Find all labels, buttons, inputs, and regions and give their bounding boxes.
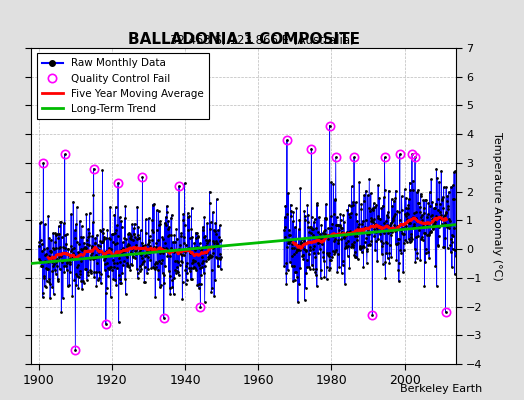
Y-axis label: Temperature Anomaly (°C): Temperature Anomaly (°C) [492, 132, 502, 280]
Title: BALLADONIA 1 COMPOSITE: BALLADONIA 1 COMPOSITE [128, 32, 359, 47]
Text: 32.453 S, 123.866 E (Australia): 32.453 S, 123.866 E (Australia) [170, 34, 354, 47]
Legend: Raw Monthly Data, Quality Control Fail, Five Year Moving Average, Long-Term Tren: Raw Monthly Data, Quality Control Fail, … [37, 53, 209, 119]
Text: Berkeley Earth: Berkeley Earth [400, 384, 482, 394]
